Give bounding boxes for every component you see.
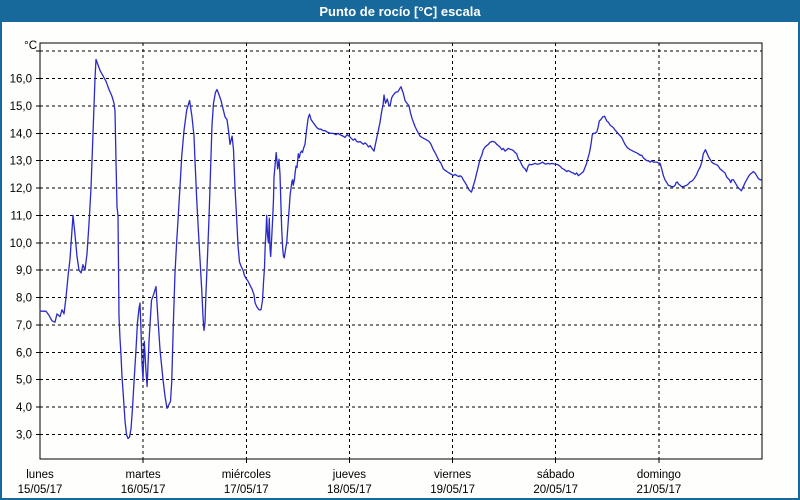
- x-day-name-label: domingo: [637, 469, 681, 481]
- x-day-name-label: miércoles: [222, 469, 271, 481]
- y-tick-label: 13,0: [10, 156, 32, 168]
- plot-border: [39, 42, 763, 460]
- x-day-name-label: lunes: [26, 469, 54, 481]
- y-tick-label: 4,0: [16, 402, 32, 414]
- dewpoint-series-line: [39, 58, 762, 440]
- chart-title-bar: Punto de rocío [°C] escala: [2, 2, 798, 22]
- y-tick-label: 11,0: [10, 210, 32, 222]
- y-tick-label: 5,0: [16, 375, 32, 387]
- y-tick-label: 7,0: [16, 320, 32, 332]
- x-day-date-label: 20/05/17: [533, 484, 578, 496]
- x-day-date-label: 17/05/17: [224, 484, 269, 496]
- y-tick-label: 15,0: [10, 101, 32, 113]
- dewpoint-line-chart: 3,0 4,0 5,0 6,0 7,0 8,0 9,0 10,0 11,0 12,0 13,0 14,…: [10, 40, 763, 496]
- chart-area: 3,0 4,0 5,0 6,0 7,0 8,0 9,0 10,0 11,0 12,0 13,0 14,…: [2, 22, 798, 498]
- y-tick-label: 8,0: [16, 293, 32, 305]
- y-tick-label: 10,0: [10, 238, 32, 250]
- x-day-date-label: 18/05/17: [327, 484, 372, 496]
- x-day-date-label: 21/05/17: [637, 484, 682, 496]
- x-day-name-label: jueves: [332, 469, 366, 481]
- x-day-date-label: 15/05/17: [18, 484, 63, 496]
- y-tick-label: 14,0: [10, 128, 32, 140]
- y-axis-unit-label: °C: [24, 40, 37, 52]
- x-day-name-label: viernes: [434, 469, 471, 481]
- y-tick-label: 6,0: [16, 347, 32, 359]
- chart-title: Punto de rocío [°C] escala: [319, 4, 481, 19]
- y-tick-label: 3,0: [16, 429, 32, 441]
- y-tick-label: 9,0: [16, 265, 32, 277]
- x-day-date-label: 16/05/17: [121, 484, 166, 496]
- x-day-date-label: 19/05/17: [430, 484, 475, 496]
- y-tick-label: 16,0: [10, 74, 32, 86]
- x-day-name-label: martes: [126, 469, 161, 481]
- y-tick-label: 12,0: [10, 183, 32, 195]
- x-day-name-label: sábado: [537, 469, 575, 481]
